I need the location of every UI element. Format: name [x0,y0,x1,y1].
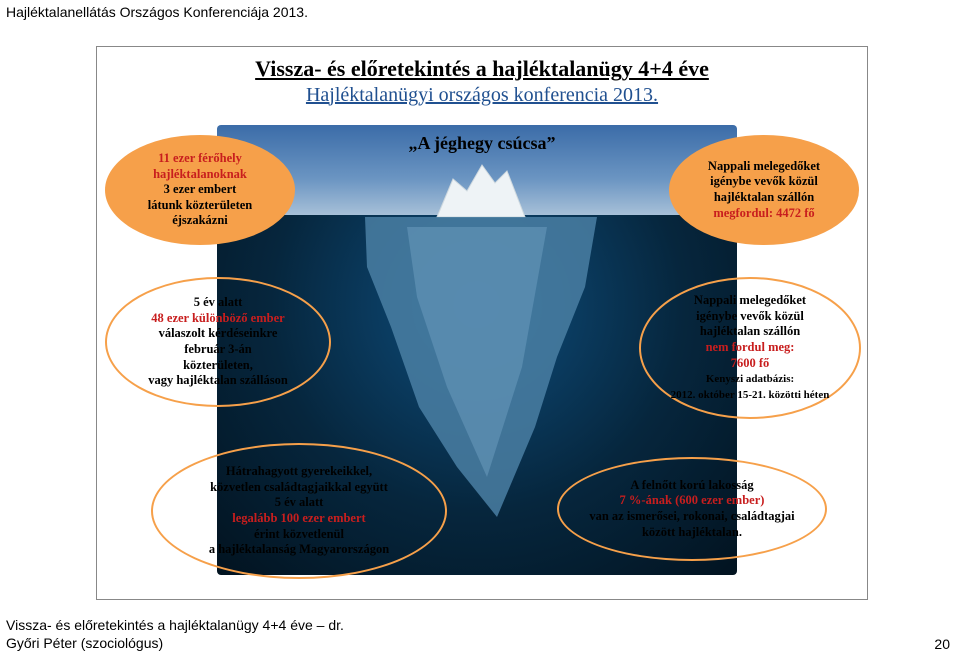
title-line2: Hajléktalanügyi országos konferencia 201… [306,84,658,106]
bl-l5: érint közvetlenül [254,527,344,541]
tl-l2: hajléktalanoknak [153,167,247,181]
mr-l3: hajléktalan szállón [700,324,800,338]
tr-l4: megfordul: 4472 fő [713,206,814,220]
ml-l2: 48 ezer különböző ember [151,311,284,325]
title-line1: Vissza- és előretekintés a hajléktalanüg… [255,56,709,81]
ml-l4: február 3-án [184,342,251,356]
bl-l6: a hajléktalanság Magyarországon [209,542,389,556]
tr-l1: Nappali melegedőket [708,159,820,173]
ml-l1: 5 év alatt [194,295,243,309]
tip-label: „A jéghegy csúcsa” [409,133,556,154]
ml-l6: vagy hajléktalan szálláson [148,373,288,387]
ellipse-mid-left: 5 év alatt 48 ezer különböző ember válas… [105,277,331,407]
bl-l4: legalább 100 ezer embert [232,511,365,525]
br-l1: A felnőtt korú lakosság [630,478,753,492]
ellipse-top-left: 11 ezer férőhely hajléktalanoknak 3 ezer… [105,135,295,245]
page-header: Hajléktalanellátás Országos Konferenciáj… [6,4,308,20]
mr-l2: igénybe vevők közül [696,309,804,323]
br-l2: 7 %-ának (600 ezer ember) [620,493,765,507]
mr-l6: Kenyszi adatbázis: [706,373,794,385]
footer-line1: Vissza- és előretekintés a hajléktalanüg… [6,617,344,633]
footer-line2: Győri Péter (szociológus) [6,635,163,651]
mr-l4: nem fordul meg: [706,340,795,354]
tl-l3: 3 ezer embert [164,182,237,196]
bl-l1: Hátrahagyott gyerekeikkel, [226,464,372,478]
tr-l2: igénybe vevők közül [710,174,818,188]
slide-frame: Vissza- és előretekintés a hajléktalanüg… [96,46,868,600]
mr-l7: 2012. október 15-21. közötti héten [671,389,830,401]
tr-l3: hajléktalan szállón [714,190,814,204]
bl-l2: közvetlen családtagjaikkal együtt [210,480,388,494]
ml-l3: válaszolt kérdéseinkre [159,326,278,340]
br-l4: között hajléktalan. [642,525,742,539]
iceberg-tip [427,161,537,219]
ellipse-top-right: Nappali melegedőket igénybe vevők közül … [669,135,859,245]
br-l3: van az ismerősei, rokonai, családtagjai [589,509,794,523]
page-number: 20 [934,636,950,652]
tl-l4: látunk közterületen [148,198,253,212]
mr-l5: 7600 fő [731,356,770,370]
slide-title: Vissza- és előretekintés a hajléktalanüg… [97,55,867,108]
tl-l5: éjszakázni [172,213,228,227]
page-footer: Vissza- és előretekintés a hajléktalanüg… [6,616,344,652]
ellipse-bottom-left: Hátrahagyott gyerekeikkel, közvetlen csa… [151,443,447,579]
ellipse-mid-right: Nappali melegedőket igénybe vevők közül … [639,277,861,419]
mr-l1: Nappali melegedőket [694,293,806,307]
tl-l1: 11 ezer férőhely [158,151,242,165]
ml-l5: közterületen, [183,358,253,372]
bl-l3: 5 év alatt [275,495,324,509]
ellipse-bottom-right: A felnőtt korú lakosság 7 %-ának (600 ez… [557,457,827,561]
